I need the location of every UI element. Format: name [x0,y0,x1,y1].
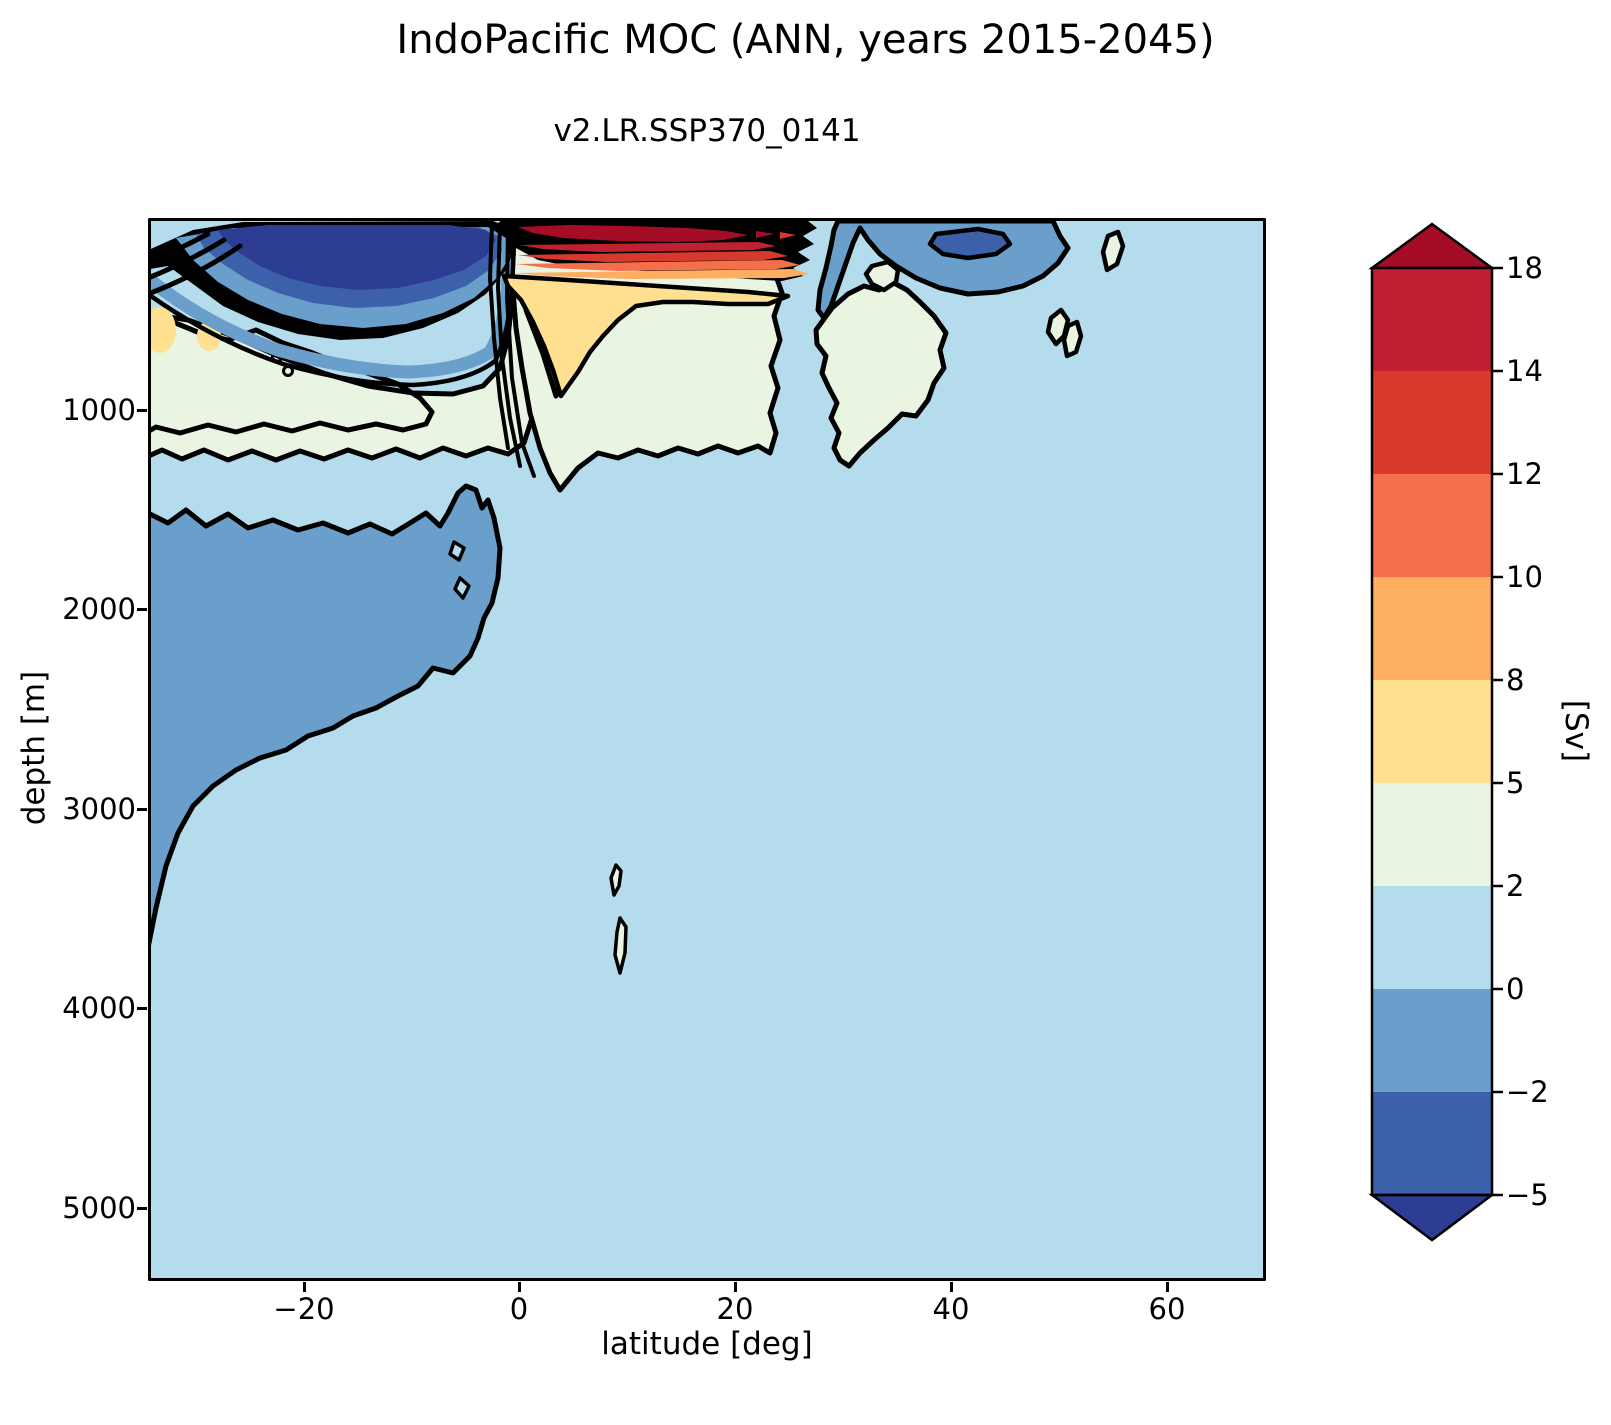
y-tick [137,1007,147,1010]
y-axis-label: depth [m] [16,670,52,826]
colorbar [1368,222,1503,1242]
corner-contour-arc [148,237,227,281]
north-band-hole [863,259,901,293]
subtitle: v2.LR.SSP370_0141 [553,113,861,149]
north-negative-lens [927,226,1013,261]
colorbar-tick-label: 5 [1506,766,1525,800]
x-tick-label: 60 [1148,1292,1186,1326]
equator-contour-bundle [505,222,536,478]
colorbar-seg-neg2-0 [1372,989,1492,1092]
x-tick-label: 40 [932,1292,970,1326]
colorbar-tick-label: 14 [1506,354,1543,388]
colorbar-tick-label: −5 [1506,1178,1549,1212]
equator-contour-bundle [488,222,510,450]
colorbar-seg-12-14 [1372,371,1492,474]
x-tick [303,1282,306,1292]
colorbar-seg-5-8 [1372,680,1492,783]
contour-hole [453,576,471,600]
colorbar-tick-label: 8 [1506,663,1525,697]
colorbar-ticks [1492,266,1503,1197]
colorbar-seg-2-5 [1372,783,1492,886]
colorbar-tick-label: 0 [1506,972,1525,1006]
yellow-wedge-east [501,273,791,399]
colorbar-extend-under [1368,1193,1496,1242]
y-tick [137,1207,147,1210]
contour-plot [148,218,1266,1281]
small-positive-blob [1100,229,1126,273]
y-tick-label: 2000 [62,592,136,626]
small-positive-blob [1061,319,1084,359]
y-tick [137,409,147,412]
positive-core-red [518,225,748,242]
colorbar-tick-label: −2 [1506,1075,1549,1109]
contour-hole [448,540,466,562]
tiny-deep-contour [609,863,623,897]
x-tick-label: 20 [716,1292,754,1326]
tiny-deep-contour [613,916,628,975]
colorbar-seg-14-18 [1372,268,1492,371]
colorbar-extend-over [1368,222,1496,270]
colorbar-seg-neg5-neg2 [1372,1092,1492,1195]
deep-negative-cell [148,483,503,951]
band-10-12 [516,260,800,271]
colorbar-tick-label: 2 [1506,869,1525,903]
page-title: IndoPacific MOC (ANN, years 2015-2045) [396,17,1215,63]
band-12-14 [518,251,788,262]
colorbar-seg-10-12 [1372,474,1492,577]
contour-ring-line [148,223,517,388]
colorbar-seg-0-2 [1372,886,1492,989]
y-tick [137,608,147,611]
x-tick-label: −20 [273,1292,335,1326]
corner-contour-arc [148,231,211,265]
yellow-patch-west [148,307,176,353]
band-8-10 [514,269,809,279]
colorbar-outline [1370,266,1494,1197]
band-14-18 [520,242,776,252]
x-tick [518,1282,521,1292]
inner-contour-line [148,319,435,436]
positive-band-west [148,221,535,463]
plot-border [148,218,1266,1281]
y-tick-label: 4000 [62,991,136,1025]
y-tick-label: 5000 [62,1191,136,1225]
x-tick [1166,1282,1169,1292]
equator-contour-bundle [496,222,522,468]
positive-chevron [756,231,774,238]
y-tick-label: 3000 [62,792,136,826]
y-tick-label: 1000 [62,393,136,427]
colorbar-unit-label: [Sv] [1558,699,1594,763]
x-axis-label: latitude [deg] [601,1326,813,1362]
x-tick-label: 0 [509,1292,529,1326]
positive-chevron [780,232,796,239]
colorbar-tick-label: 18 [1506,251,1543,285]
x-tick [734,1282,737,1292]
corner-contour-arc [148,243,243,297]
colorbar-tick-label: 10 [1506,560,1543,594]
y-tick [137,808,147,811]
colorbar-tick-label: 12 [1506,457,1543,491]
x-tick [950,1282,953,1292]
negative-core-navy [218,225,496,290]
colorbar-seg-8-10 [1372,577,1492,680]
